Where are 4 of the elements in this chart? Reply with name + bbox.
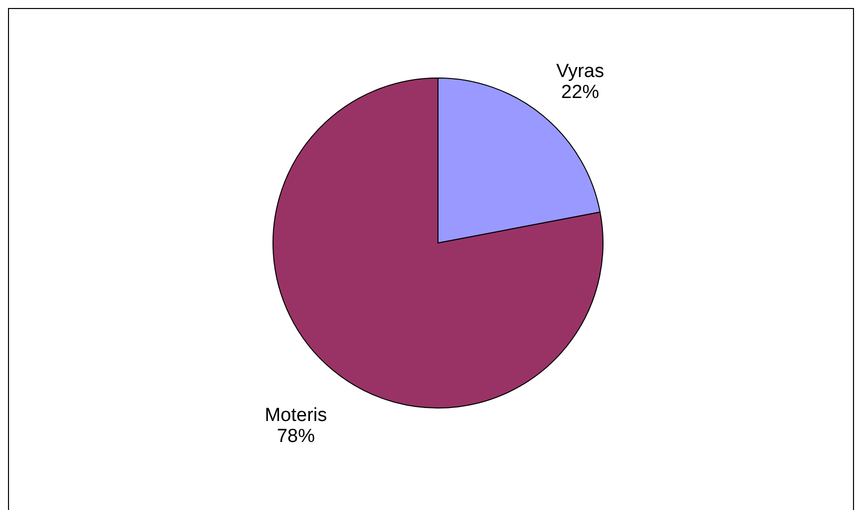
slice-label: Moteris bbox=[264, 404, 328, 426]
data-label: 22% bbox=[561, 82, 600, 104]
slice-label: Vyras bbox=[556, 61, 604, 82]
data-label: 78% bbox=[276, 426, 315, 447]
